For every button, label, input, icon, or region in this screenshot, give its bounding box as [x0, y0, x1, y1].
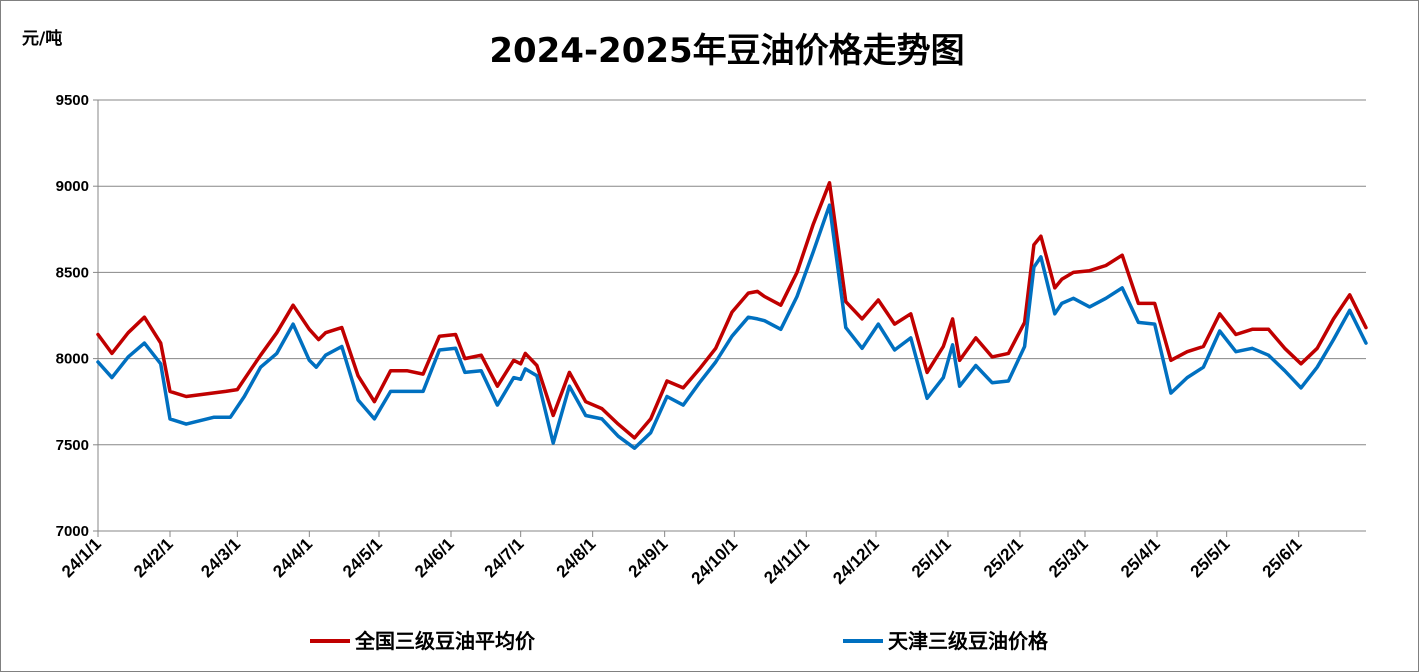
x-tick-label-3: 24/4/1	[269, 534, 316, 581]
x-tick-label-9: 24/10/1	[688, 534, 742, 588]
x-tick-label-10: 24/11/1	[760, 534, 813, 587]
x-tick-label-4: 24/5/1	[339, 534, 386, 581]
x-tick-label-8: 24/9/1	[625, 534, 672, 581]
x-tick-label-12: 25/1/1	[908, 534, 955, 581]
x-tick-labels: 24/1/1 24/2/1 24/3/1 24/4/1 24/5/1 24/6/1 24/7…	[58, 534, 1306, 588]
y-tick-label-9000: 9000	[56, 178, 89, 195]
x-tick-label-16: 25/5/1	[1187, 534, 1234, 581]
y-tick-label-8000: 8000	[56, 351, 89, 368]
x-tick-label-13: 25/2/1	[980, 534, 1027, 581]
legend-label-national: 全国三级豆油平均价	[354, 629, 536, 653]
gridlines	[98, 99, 1366, 446]
y-tick-label-8500: 8500	[56, 264, 89, 281]
axes	[93, 99, 1366, 537]
series-line-1	[96, 203, 1368, 450]
chart-title: 2024-2025年豆油价格走势图	[489, 31, 964, 71]
y-unit-label: 元/吨	[22, 28, 62, 49]
x-tick-label-17: 25/6/1	[1259, 534, 1306, 581]
legend: 全国三级豆油平均价 天津三级豆油价格	[310, 629, 1049, 653]
x-tick-label-14: 25/3/1	[1045, 534, 1092, 581]
x-tick-label-5: 24/6/1	[411, 534, 458, 581]
y-tick-label-9500: 9500	[56, 92, 89, 109]
x-tick-label-11: 24/12/1	[829, 534, 883, 588]
x-tick-label-2: 24/3/1	[197, 534, 244, 581]
legend-label-tianjin: 天津三级豆油价格	[888, 629, 1049, 653]
x-tick-label-7: 24/8/1	[553, 534, 600, 581]
x-tick-label-15: 25/4/1	[1117, 534, 1164, 581]
y-tick-labels: 7000 7500 8000 8500 9000 9500	[56, 92, 89, 540]
x-tick-label-6: 24/7/1	[481, 534, 528, 581]
x-tick-label-0: 24/1/1	[58, 534, 105, 581]
x-tick-label-1: 24/2/1	[130, 534, 177, 581]
series-line-0	[96, 181, 1368, 440]
y-tick-label-7500: 7500	[56, 437, 89, 454]
series-lines	[96, 181, 1368, 450]
y-tick-label-7000: 7000	[56, 523, 89, 540]
